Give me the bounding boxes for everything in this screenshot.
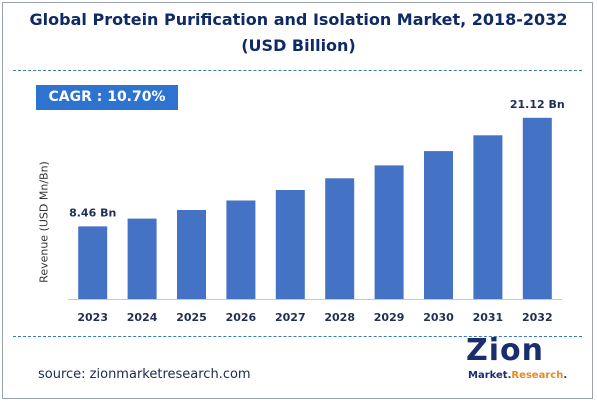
bar-2025	[177, 210, 206, 299]
chart-subtitle: (USD Billion)	[241, 36, 356, 55]
bar-2028	[325, 178, 355, 299]
bar-2029	[374, 165, 404, 299]
source-text: source: zionmarketresearch.com	[38, 367, 251, 382]
x-tick-2030: 2030	[423, 311, 454, 324]
logo-sub-prefix: Market.	[468, 370, 512, 381]
bar-2026	[226, 200, 256, 299]
logo-sub-accent: Research	[511, 370, 564, 381]
x-tick-2027: 2027	[275, 311, 306, 324]
x-tick-2024: 2024	[127, 311, 158, 324]
zion-logo: Zion Market.Research.	[466, 333, 567, 392]
bar-2027	[275, 190, 305, 299]
x-tick-2032: 2032	[522, 311, 553, 324]
logo-sub-text: Market.Research.	[468, 370, 567, 381]
bar-2023	[78, 226, 108, 299]
bar-2030	[424, 151, 453, 299]
x-tick-2025: 2025	[176, 311, 207, 324]
data-label-2032: 21.12 Bn	[510, 98, 565, 111]
x-tick-2023: 2023	[77, 311, 108, 324]
data-labels: 8.46 Bn 21.12 Bn	[69, 98, 565, 220]
bar-2024	[127, 218, 157, 299]
bar-2032	[522, 117, 552, 299]
bar-2031	[473, 135, 503, 299]
x-tick-2026: 2026	[226, 311, 257, 324]
bottom-divider	[13, 336, 582, 337]
bars-group	[78, 117, 552, 299]
cagr-badge: CAGR : 10.70%	[36, 85, 178, 110]
x-tick-2029: 2029	[374, 311, 405, 324]
logo-main-text: Zion	[466, 333, 545, 368]
x-tick-2031: 2031	[473, 311, 504, 324]
x-tick-2028: 2028	[324, 311, 355, 324]
chart-title: Global Protein Purification and Isolatio…	[29, 10, 568, 29]
x-tick-labels: 2023 2024 2025 2026 2027 2028 2029 2030 2031 2032	[77, 311, 552, 324]
top-divider	[13, 70, 582, 71]
logo-sub-suffix: .	[563, 370, 568, 381]
data-label-2023: 8.46 Bn	[69, 206, 116, 219]
